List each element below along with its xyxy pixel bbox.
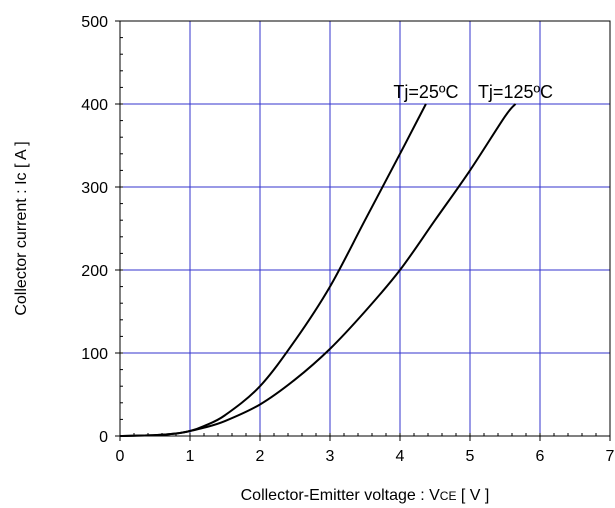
x-tick-label: 2 <box>256 448 265 465</box>
axis-ticks: 0 1 2 3 4 5 6 7 0 100 200 300 400 500 <box>81 14 614 465</box>
x-axis-label-unit: [ V ] <box>456 487 489 504</box>
grid <box>120 21 610 436</box>
x-axis-label-main: Collector-Emitter voltage : V <box>241 487 441 504</box>
y-tick-label: 300 <box>81 180 108 197</box>
y-axis-label: Collector current : Ic [ A ] <box>13 141 30 315</box>
x-tick-label: 3 <box>326 448 335 465</box>
x-axis-label: Collector-Emitter voltage : VCE [ V ] <box>241 487 490 504</box>
y-tick-label: 500 <box>81 14 108 31</box>
x-tick-label: 4 <box>396 448 405 465</box>
y-tick-label: 0 <box>99 429 108 446</box>
series-labels: Tj=25ºC Tj=125ºC <box>393 82 553 102</box>
plot-frame <box>119 20 611 437</box>
y-tick-label: 200 <box>81 263 108 280</box>
x-tick-label: 1 <box>186 448 195 465</box>
series-label-1: Tj=25ºC <box>393 82 458 102</box>
series-group <box>119 103 517 437</box>
x-axis-label-subscript: CE <box>440 489 457 503</box>
y-tick-label: 100 <box>81 346 108 363</box>
y-tick-label: 400 <box>81 97 108 114</box>
series-label-2: Tj=125ºC <box>478 82 553 102</box>
series-line-2 <box>119 103 517 437</box>
x-tick-label: 6 <box>536 448 545 465</box>
x-tick-label: 5 <box>466 448 475 465</box>
x-tick-label: 7 <box>606 448 615 465</box>
x-tick-label: 0 <box>116 448 125 465</box>
